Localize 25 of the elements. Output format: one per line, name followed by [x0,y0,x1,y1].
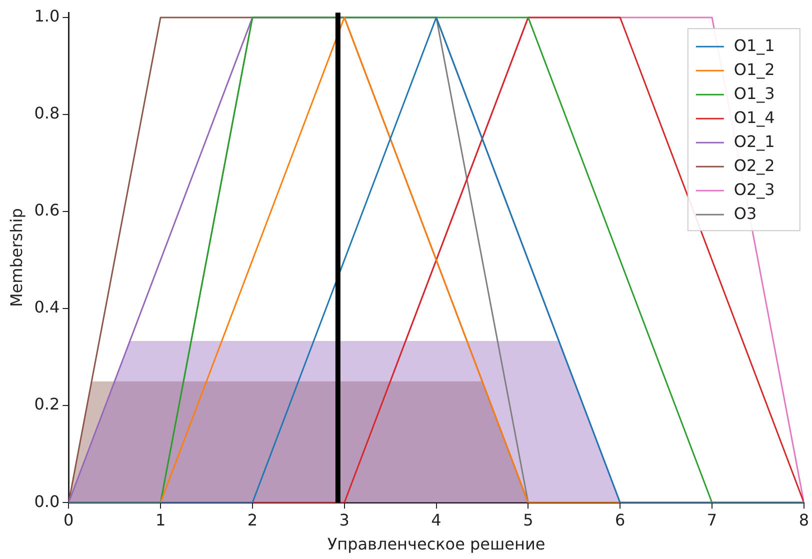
y-tick-label: 0.8 [34,104,60,123]
legend-label: O1_2 [734,60,775,79]
x-axis-title: Управленческое решение [327,534,546,554]
x-tick-label: 5 [523,510,534,530]
legend-label: O2_3 [734,180,775,199]
y-tick-label: 0.2 [34,394,60,414]
x-tick-label: 8 [798,510,810,530]
x-tick-label: 6 [615,510,626,530]
x-tick-label: 1 [155,510,166,530]
x-tick-label: 4 [431,510,442,530]
x-tick-label: 7 [706,510,718,530]
legend-label: O2_2 [734,156,775,175]
y-tick-label: 0.0 [34,492,60,511]
legend-label: O1_3 [734,84,775,103]
legend-label: O3 [734,204,757,223]
y-tick-label: 0.4 [34,298,60,317]
y-tick-label: 0.6 [34,200,60,220]
x-tick-label: 2 [247,510,258,530]
y-tick-label: 1.0 [34,6,60,26]
x-tick-label: 0 [64,510,74,530]
legend-label: O1_1 [734,36,775,55]
legend-label: O2_1 [734,132,775,151]
y-axis-title: Membership [6,208,26,308]
x-tick-label: 3 [339,510,350,530]
legend-label: O1_4 [734,108,775,127]
